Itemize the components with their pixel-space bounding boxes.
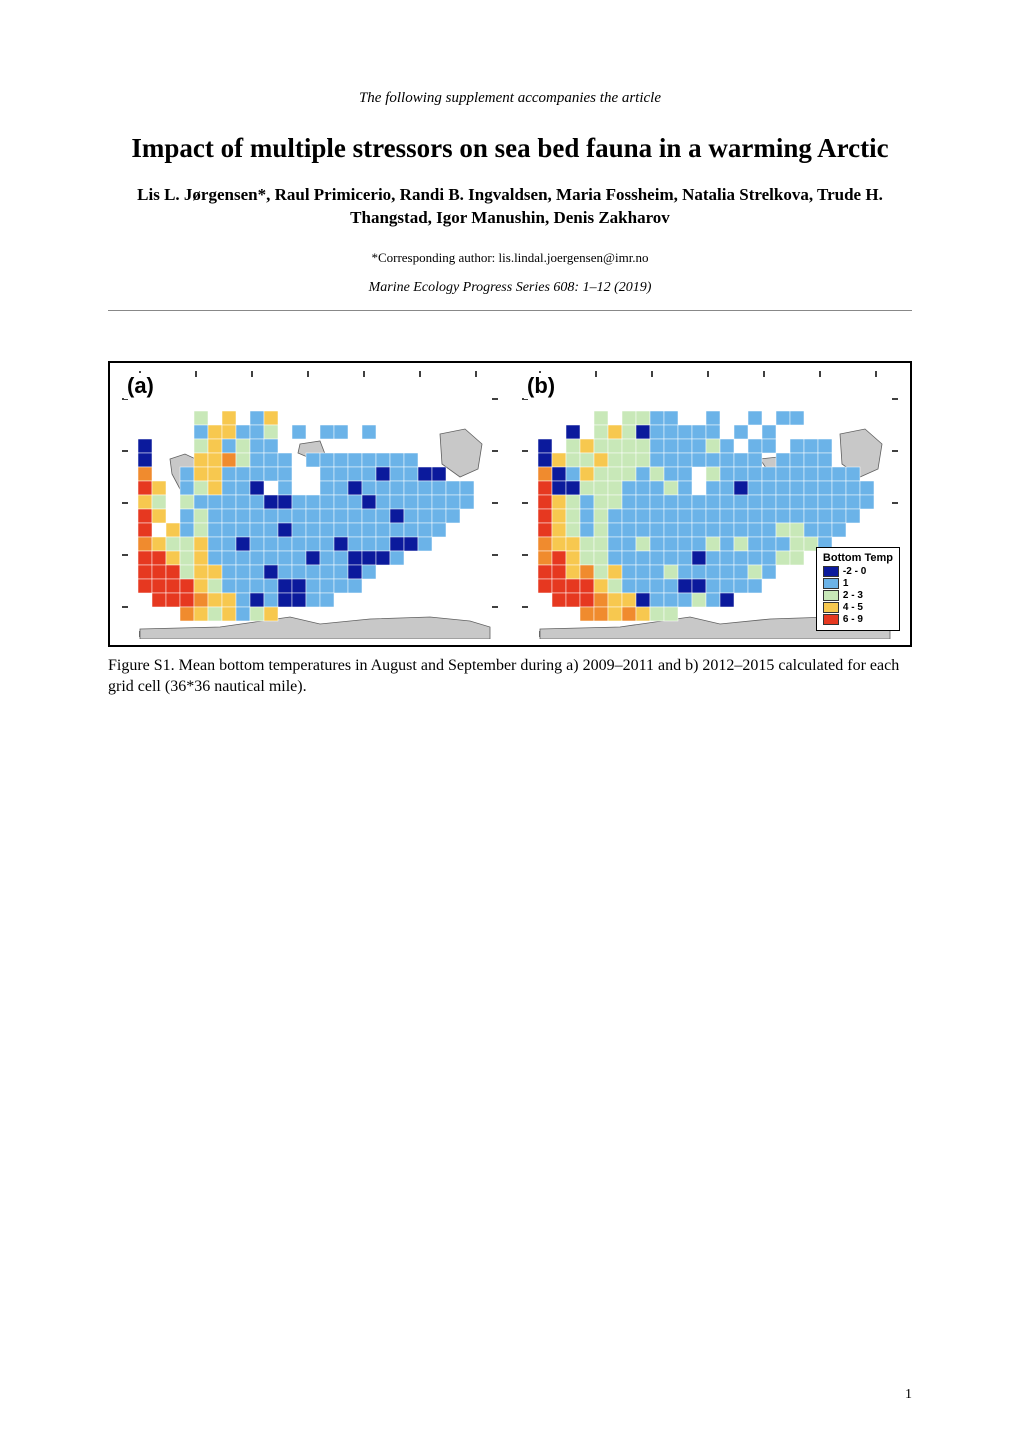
figure-panel-a: (a) [110, 363, 510, 645]
map-a [116, 369, 504, 639]
figure-s1: (a) (b) Bottom Temp -2 - 012 - 34 - 56 -… [108, 361, 912, 647]
panel-label-a: (a) [124, 373, 157, 399]
legend-label: 1 [843, 578, 849, 589]
legend-row: 1 [823, 578, 893, 589]
legend-label: 2 - 3 [843, 590, 863, 601]
legend-row: -2 - 0 [823, 566, 893, 577]
panel-label-b: (b) [524, 373, 558, 399]
journal-reference: Marine Ecology Progress Series 608: 1–12… [108, 280, 912, 296]
figure-panel-b: (b) Bottom Temp -2 - 012 - 34 - 56 - 9 [510, 363, 910, 645]
page-number: 1 [905, 1387, 912, 1403]
legend-swatch [823, 602, 839, 613]
article-title: Impact of multiple stressors on sea bed … [108, 133, 912, 164]
legend-swatch [823, 614, 839, 625]
legend-swatch [823, 566, 839, 577]
authors-list: Lis L. Jørgensen*, Raul Primicerio, Rand… [108, 184, 912, 230]
section-divider [108, 310, 912, 311]
legend-row: 2 - 3 [823, 590, 893, 601]
legend-title: Bottom Temp [823, 552, 893, 564]
legend-label: -2 - 0 [843, 566, 866, 577]
corresponding-author: *Corresponding author: lis.lindal.joerge… [108, 250, 912, 266]
legend-row: 4 - 5 [823, 602, 893, 613]
supplement-note: The following supplement accompanies the… [108, 90, 912, 107]
legend-row: 6 - 9 [823, 614, 893, 625]
legend-label: 4 - 5 [843, 602, 863, 613]
figure-caption: Figure S1. Mean bottom temperatures in A… [108, 655, 912, 698]
temperature-legend: Bottom Temp -2 - 012 - 34 - 56 - 9 [816, 547, 900, 631]
legend-label: 6 - 9 [843, 614, 863, 625]
legend-swatch [823, 590, 839, 601]
legend-swatch [823, 578, 839, 589]
